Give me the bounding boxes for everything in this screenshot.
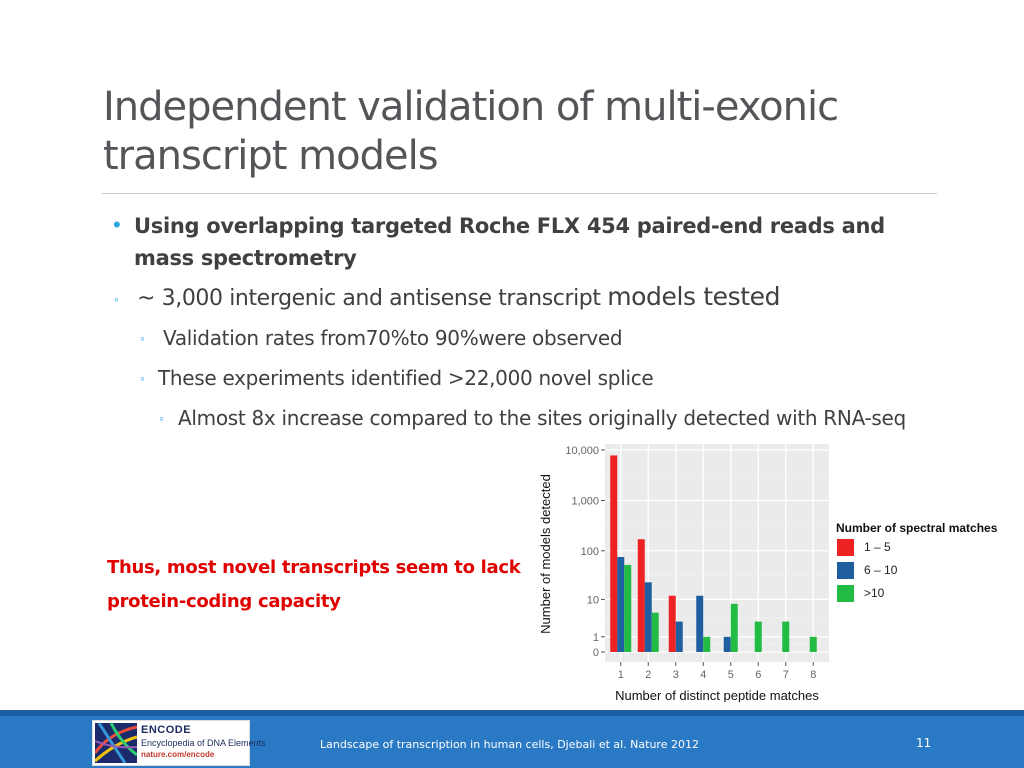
footer-accent-bar xyxy=(0,710,1024,716)
bullet-level3-splice: These experiments identified >22,000 nov… xyxy=(158,366,654,390)
legend-label-gt10: >10 xyxy=(864,586,885,600)
legend-swatch-6-10 xyxy=(837,562,854,579)
x-tick-label: 5 xyxy=(728,669,734,681)
y-tick-label: 1,000 xyxy=(571,495,599,507)
bullet-mark-level3-b: ◦ xyxy=(140,370,145,386)
bar-6-10-x5 xyxy=(723,636,731,652)
x-axis-label: Number of distinct peptide matches xyxy=(615,688,819,702)
logo-url: nature.com/encode xyxy=(141,750,215,759)
y-tick-label: 10 xyxy=(587,594,599,606)
x-tick-label: 4 xyxy=(700,669,706,681)
x-tick-label: 6 xyxy=(755,669,761,681)
slide-title: Independent validation of multi-exonic t… xyxy=(103,84,839,179)
y-axis-label: Number of models detected xyxy=(538,474,553,634)
bullet-level4: Almost 8x increase compared to the sites… xyxy=(178,406,906,430)
chart-legend: Number of spectral matches 1 – 5 6 – 10 … xyxy=(836,521,1024,604)
x-tick-label: 3 xyxy=(673,669,679,681)
bar-gt10-x8 xyxy=(809,636,817,652)
bullet-mark-level3-a: ◦ xyxy=(140,330,145,346)
footer-citation: Landscape of transcription in human cell… xyxy=(320,738,699,751)
bar-6-10-x1 xyxy=(617,557,625,652)
bar-6-10-x3 xyxy=(675,621,683,652)
encode-logo: ENCODE Encyclopedia of DNA Elements natu… xyxy=(92,720,266,766)
logo-name: ENCODE xyxy=(141,724,192,736)
legend-title: Number of spectral matches xyxy=(836,521,998,535)
bullet-level1: Using overlapping targeted Roche FLX 454… xyxy=(134,214,885,270)
encode-logo-icon xyxy=(95,723,137,763)
bar-gt10-x7 xyxy=(782,621,790,652)
bullet-mark-level2: ◦ xyxy=(114,291,119,307)
legend-swatch-1-5 xyxy=(837,539,854,556)
x-tick-label: 1 xyxy=(618,669,624,681)
title-divider xyxy=(102,193,937,194)
logo-subtitle: Encyclopedia of DNA Elements xyxy=(141,738,266,748)
bar-1-5-x3 xyxy=(668,595,676,652)
bullet-level2: ~ 3,000 intergenic and antisense transcr… xyxy=(137,281,780,315)
bullet-level3-validation: Validation rates from70%to 90%were obser… xyxy=(163,326,623,350)
bullet-mark-level1: • xyxy=(113,212,121,237)
legend-item-1-5: 1 – 5 xyxy=(836,537,1024,558)
bar-gt10-x5 xyxy=(730,603,738,652)
y-tick-label: 1 xyxy=(593,632,599,644)
bar-gt10-x6 xyxy=(754,621,762,652)
bar-gt10-x2 xyxy=(651,612,659,652)
legend-label-1-5: 1 – 5 xyxy=(864,540,891,554)
bar-6-10-x2 xyxy=(644,582,652,652)
bar-6-10-x4 xyxy=(696,595,704,652)
y-tick-label: 0 xyxy=(593,647,599,659)
bar-gt10-x4 xyxy=(703,636,711,652)
legend-item-gt10: >10 xyxy=(836,583,1024,604)
bullet-level2-suffix: models tested xyxy=(607,282,781,311)
y-tick-label: 100 xyxy=(581,546,599,558)
legend-label-6-10: 6 – 10 xyxy=(864,563,898,577)
bullet-level2-prefix: ~ 3,000 intergenic and antisense transcr… xyxy=(137,286,608,311)
legend-swatch-gt10 xyxy=(837,585,854,602)
slide-number: 11 xyxy=(916,736,932,750)
conclusion-text: Thus, most novel transcripts seem to lac… xyxy=(107,557,521,612)
x-tick-label: 8 xyxy=(810,669,816,681)
x-tick-label: 7 xyxy=(783,669,789,681)
y-tick-label: 10,000 xyxy=(565,445,599,457)
x-tick-label: 2 xyxy=(645,669,651,681)
bar-1-5-x1 xyxy=(610,455,618,652)
legend-item-6-10: 6 – 10 xyxy=(836,560,1024,581)
bullet-mark-level4: ◦ xyxy=(159,410,164,426)
bar-gt10-x1 xyxy=(624,564,632,652)
bar-1-5-x2 xyxy=(637,539,645,652)
